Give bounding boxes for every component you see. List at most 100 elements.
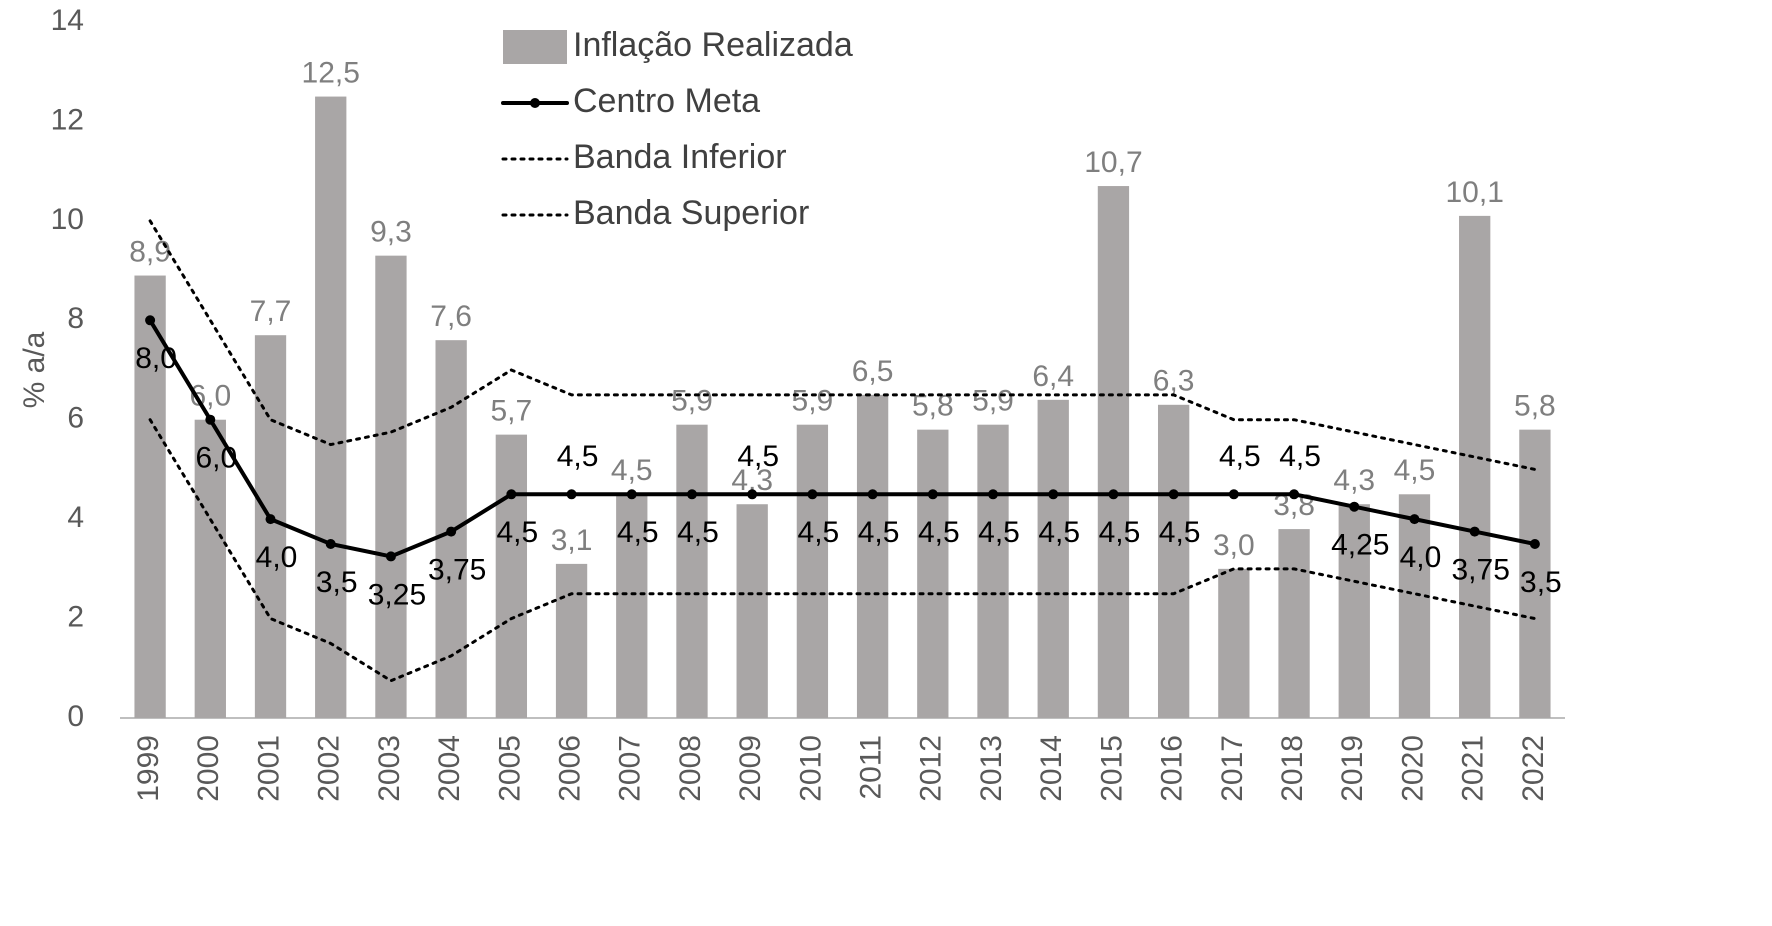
bar — [1278, 529, 1310, 718]
x-tick-label: 2008 — [674, 735, 707, 802]
x-tick-label: 2002 — [313, 735, 346, 802]
line-label: 4,5 — [1159, 516, 1201, 549]
bar — [134, 275, 166, 718]
line-label: 6,0 — [195, 442, 237, 475]
bar — [1097, 186, 1130, 719]
line-label: 3,5 — [1520, 566, 1562, 599]
line-label: 4,5 — [617, 516, 659, 549]
bar — [1037, 399, 1069, 718]
legend-label: Banda Superior — [573, 194, 809, 232]
bar-label: 5,9 — [671, 385, 713, 418]
marker — [1469, 526, 1480, 537]
marker — [1409, 514, 1420, 525]
x-tick-label: 2009 — [734, 735, 767, 802]
bar — [676, 424, 708, 718]
bar — [1338, 504, 1370, 718]
bar-label: 6,4 — [1032, 360, 1074, 393]
bar-label: 10,7 — [1084, 146, 1142, 179]
y-tick-label: 4 — [67, 501, 84, 534]
legend-swatch — [503, 30, 567, 64]
bar-label: 10,1 — [1445, 176, 1503, 209]
bar-label: 8,9 — [129, 235, 171, 268]
bar-label: 12,5 — [302, 56, 360, 89]
marker — [686, 489, 697, 500]
x-tick-label: 2005 — [493, 735, 526, 802]
bar — [1459, 215, 1491, 718]
marker — [1289, 489, 1300, 500]
x-tick-label: 2017 — [1216, 735, 1249, 802]
bar — [375, 255, 407, 718]
line-label: 4,5 — [677, 516, 719, 549]
line-label: 4,0 — [256, 541, 298, 574]
x-tick-label: 2014 — [1035, 735, 1068, 802]
bar — [315, 96, 347, 719]
x-tick-label: 2015 — [1095, 735, 1128, 802]
x-tick-label: 2000 — [192, 735, 225, 802]
marker — [1108, 489, 1119, 500]
line-label: 4,5 — [978, 516, 1020, 549]
bar-label: 5,7 — [490, 395, 532, 428]
marker — [325, 539, 336, 549]
legend-label: Inflação Realizada — [573, 26, 853, 64]
marker — [1048, 489, 1059, 500]
line-label: 4,5 — [557, 440, 599, 473]
line-label: 4,5 — [798, 516, 840, 549]
bar-label: 7,6 — [430, 300, 472, 333]
x-tick-label: 2021 — [1457, 735, 1490, 802]
y-tick-label: 2 — [67, 600, 84, 633]
bar — [495, 434, 528, 718]
line-label: 4,5 — [858, 516, 900, 549]
line — [148, 219, 1537, 471]
bar-label: 7,7 — [250, 295, 292, 328]
x-tick-label: 2012 — [915, 735, 948, 802]
line-label: 4,25 — [1331, 529, 1389, 562]
marker — [385, 551, 396, 562]
bar-label: 5,9 — [792, 385, 834, 418]
bar-label: 5,9 — [972, 385, 1014, 418]
marker — [1228, 489, 1239, 500]
x-tick-label: 2006 — [553, 735, 586, 802]
y-tick-label: 14 — [51, 4, 84, 37]
marker — [145, 315, 156, 326]
line — [148, 318, 1537, 559]
y-tick-label: 10 — [51, 203, 84, 236]
bar — [736, 504, 768, 718]
x-tick-label: 2016 — [1156, 735, 1189, 802]
x-tick-label: 1999 — [132, 735, 165, 802]
marker — [747, 489, 758, 500]
line-label: 4,5 — [737, 440, 779, 473]
bar-label: 5,8 — [1514, 390, 1556, 423]
bar — [1398, 494, 1431, 718]
x-tick-label: 2003 — [373, 735, 406, 802]
bar-label: 4,5 — [611, 454, 653, 487]
bar-label: 4,3 — [1333, 464, 1375, 497]
marker — [626, 489, 637, 500]
line-label: 4,0 — [1400, 541, 1442, 574]
marker — [265, 514, 276, 525]
marker — [1168, 489, 1179, 500]
bar — [555, 563, 588, 718]
bar — [1218, 568, 1250, 718]
line-label: 4,5 — [1099, 516, 1141, 549]
x-tick-label: 2020 — [1396, 735, 1429, 802]
line-label: 4,5 — [1279, 440, 1321, 473]
legend-label: Banda Inferior — [573, 138, 787, 176]
bar — [977, 424, 1009, 718]
x-tick-label: 2011 — [855, 735, 888, 800]
line-label: 3,75 — [1451, 553, 1509, 586]
y-tick-label: 12 — [51, 103, 84, 136]
marker — [867, 489, 878, 500]
bar — [1519, 429, 1551, 718]
marker — [446, 526, 457, 537]
y-axis-label: % a/a — [18, 331, 51, 408]
line-label: 4,5 — [1219, 440, 1261, 473]
x-tick-label: 2001 — [252, 735, 285, 802]
x-tick-label: 2004 — [433, 735, 466, 802]
marker — [988, 489, 999, 500]
legend-label: Centro Meta — [573, 82, 760, 120]
x-tick-label: 2013 — [975, 735, 1008, 802]
bar — [796, 424, 829, 718]
line-label: 4,5 — [918, 516, 960, 549]
bar — [1157, 404, 1190, 718]
